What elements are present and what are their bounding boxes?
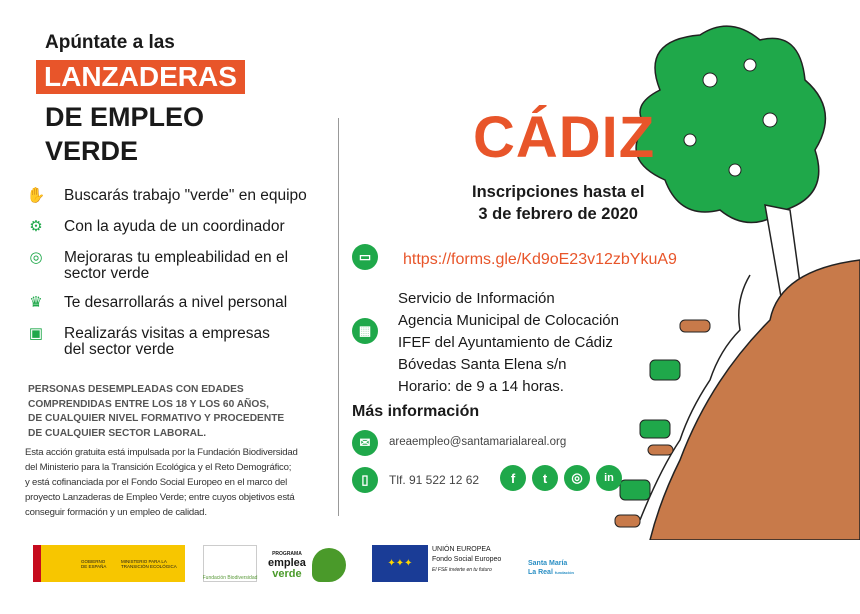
- gear-icon: ⚙: [29, 218, 43, 235]
- logo-text: MINISTERIO PARA LA TRANSICIÓN ECOLÓGICA: [121, 558, 177, 569]
- logo-text: El FSE invierte en tu futuro: [432, 567, 492, 573]
- benefit-text: Con la ayuda de un coordinador: [64, 218, 285, 235]
- logo-text: verde: [272, 567, 302, 580]
- phone-number: Tlf. 91 522 12 62: [389, 473, 480, 487]
- list-item: ✋ Buscarás trabajo "verde" en equipo: [26, 188, 336, 206]
- disc-line: Esta acción gratuita está impulsada por …: [25, 447, 298, 458]
- office-info: Servicio de Información Agencia Municipa…: [398, 288, 619, 398]
- city-title: CÁDIZ: [473, 105, 656, 170]
- list-item: ♛ Te desarrollarás a nivel personal: [26, 295, 336, 313]
- climbers-illustration: [614, 25, 860, 540]
- instagram-icon[interactable]: ◎: [564, 465, 590, 491]
- target-icon: ◎: [29, 249, 43, 266]
- phone-icon: ▯: [352, 467, 378, 493]
- registration-link[interactable]: https://forms.gle/Kd9oE23v12zbYkuA9: [403, 251, 677, 268]
- header-title: DE EMPLEO VERDE: [45, 100, 204, 168]
- deadline-line: Inscripciones hasta el: [472, 183, 645, 201]
- logo-fundacion-biodiversidad: Fundación Biodiversidad: [203, 545, 257, 582]
- benefit-text: Mejoraras tu empleabilidad en el sector …: [64, 249, 289, 282]
- req-line: DE CUALQUIER NIVEL FORMATIVO Y PROCEDENT…: [28, 413, 285, 424]
- disc-line: del Ministerio para la Transición Ecológ…: [25, 462, 292, 473]
- handshake-icon: ✋: [26, 187, 46, 204]
- briefcase-icon: ▣: [28, 325, 44, 342]
- logo-text: Fundación Biodiversidad: [202, 575, 258, 581]
- logo-emplea-verde: PROGRAMA emplea verde: [268, 545, 358, 585]
- logo-gobierno: GOBIERNO DE ESPAÑA MINISTERIO PARA LA TRA…: [33, 545, 185, 582]
- envelope-icon: ✉: [352, 430, 378, 456]
- info-line: Bóvedas Santa Elena s/n: [398, 356, 567, 373]
- logo-text: emplea: [268, 556, 306, 569]
- list-item: ◎ Mejoraras tu empleabilidad en el sector…: [26, 250, 336, 282]
- list-item: ⚙ Con la ayuda de un coordinador: [26, 219, 336, 237]
- disc-line: proyecto Lanzaderas de Empleo Verde; ent…: [25, 492, 295, 503]
- deadline: Inscripciones hasta el 3 de febrero de 2…: [472, 181, 644, 225]
- header-line3: VERDE: [45, 136, 139, 166]
- logo-santa-maria: Santa María La Real fundación: [528, 545, 574, 577]
- req-line: DE CUALQUIER SECTOR LABORAL.: [28, 427, 207, 439]
- info-line: IFEF del Ayuntamiento de Cádiz: [398, 334, 613, 351]
- linkedin-icon[interactable]: in: [596, 465, 622, 491]
- header-line2: DE EMPLEO: [45, 102, 205, 132]
- logo-text: PROGRAMA: [272, 550, 302, 557]
- disc-line: y está cofinanciada por el Fondo Social …: [25, 477, 288, 488]
- logo-text: Fondo Social Europeo: [432, 556, 502, 563]
- disc-line: conseguir formación y un empleo de calid…: [25, 507, 207, 518]
- benefits-list: ✋ Buscarás trabajo "verde" en equipo ⚙ Con…: [26, 188, 336, 371]
- logo-text: fundación: [554, 570, 574, 575]
- requirements: PERSONAS DESEMPLEADAS CON EDADES COMPREN…: [28, 383, 333, 441]
- email-link[interactable]: areaempleo@santamarialareal.org: [389, 436, 567, 448]
- logo-text: La Real: [528, 569, 553, 576]
- deadline-line: 3 de febrero de 2020: [478, 205, 638, 223]
- more-info-heading: Más información: [352, 403, 480, 420]
- disclaimer: Esta acción gratuita está impulsada por …: [25, 445, 335, 520]
- benefit-text: Te desarrollarás a nivel personal: [64, 294, 288, 311]
- divider: [338, 118, 339, 516]
- trophy-icon: ♛: [29, 294, 43, 311]
- header-highlight: LANZADERAS: [36, 60, 245, 94]
- list-item: ▣ Realizarás visitas a empresas del secto…: [26, 326, 336, 358]
- building-icon: ▦: [352, 318, 378, 344]
- twitter-icon[interactable]: t: [532, 465, 558, 491]
- info-line: Servicio de Información: [398, 290, 555, 307]
- logo-text: Santa María: [528, 560, 568, 567]
- logo-text: UNIÓN EUROPEA: [432, 546, 491, 553]
- info-line: Horario: de 9 a 14 horas.: [398, 378, 564, 395]
- logo-text: GOBIERNO DE ESPAÑA: [81, 558, 107, 569]
- leaf-icon: [311, 548, 346, 582]
- req-line: COMPRENDIDAS ENTRE LOS 18 Y LOS 60 AÑOS,: [28, 398, 269, 410]
- info-line: Agencia Municipal de Colocación: [398, 312, 619, 329]
- eu-flag-icon: ✦✦✦: [372, 545, 428, 582]
- header-line1: Apúntate a las: [45, 32, 175, 53]
- benefit-text: Realizarás visitas a empresas del sector…: [64, 325, 270, 358]
- laptop-icon: ▭: [352, 244, 378, 270]
- benefit-text: Buscarás trabajo "verde" en equipo: [64, 187, 307, 204]
- req-line: PERSONAS DESEMPLEADAS CON EDADES: [28, 384, 244, 395]
- logo-eu: UNIÓN EUROPEA Fondo Social Europeo El FSE …: [432, 545, 501, 575]
- facebook-icon[interactable]: f: [500, 465, 526, 491]
